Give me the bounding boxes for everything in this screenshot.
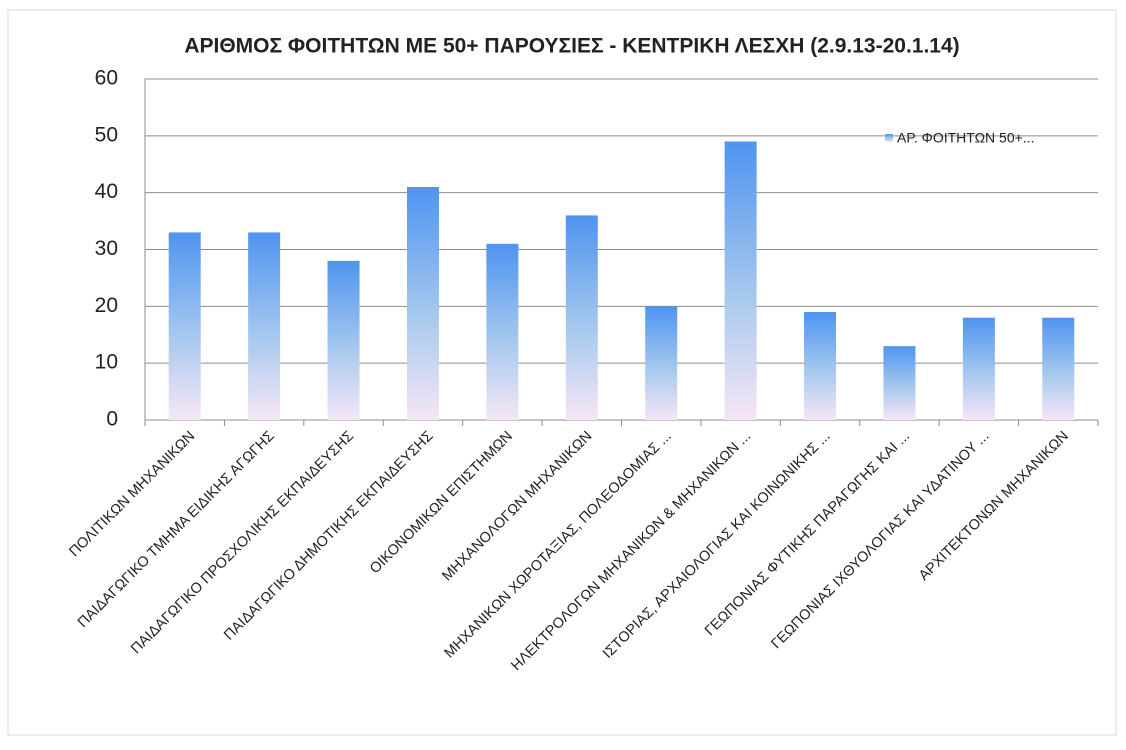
legend-swatch bbox=[885, 134, 893, 142]
bar bbox=[804, 312, 837, 420]
y-tick-label: 10 bbox=[95, 351, 118, 374]
x-tick-label: ΟΙΚΟΝΟΜΙΚΩΝ ΕΠΙΣΤΗΜΩΝ bbox=[367, 428, 516, 577]
bar bbox=[1042, 317, 1075, 420]
bar bbox=[645, 306, 678, 420]
y-tick-label: 50 bbox=[95, 123, 118, 146]
bar bbox=[962, 317, 995, 420]
y-tick-label: 60 bbox=[95, 67, 118, 90]
x-tick-label: ΑΡΧΙΤΕΚΤΟΝΩΝ ΜΗΧΑΝΙΚΩΝ bbox=[916, 428, 1072, 584]
legend-label: ΑΡ. ΦΟΙΤΗΤΩΝ 50+... bbox=[897, 130, 1034, 146]
bar bbox=[724, 141, 757, 420]
chart-title: ΑΡΙΘΜΟΣ ΦΟΙΤΗΤΩΝ ΜΕ 50+ ΠΑΡΟΥΣΙΕΣ - ΚΕΝΤ… bbox=[184, 35, 959, 58]
bar bbox=[248, 232, 281, 420]
y-tick-label: 0 bbox=[106, 408, 118, 431]
y-tick-label: 20 bbox=[95, 294, 118, 317]
x-tick-label: ΠΟΛΙΤΙΚΩΝ ΜΗΧΑΝΙΚΩΝ bbox=[66, 428, 198, 560]
y-tick-label: 30 bbox=[95, 237, 118, 260]
bar bbox=[565, 215, 598, 420]
chart-border bbox=[7, 9, 1117, 736]
bar bbox=[486, 243, 519, 420]
bar bbox=[406, 186, 439, 420]
bar bbox=[883, 346, 916, 420]
y-tick-label: 40 bbox=[95, 180, 118, 203]
bar bbox=[168, 232, 201, 420]
bar bbox=[327, 260, 360, 420]
x-tick-label: ΜΗΧΑΝΟΛΟΓΩΝ ΜΗΧΑΝΙΚΩΝ bbox=[439, 428, 595, 584]
